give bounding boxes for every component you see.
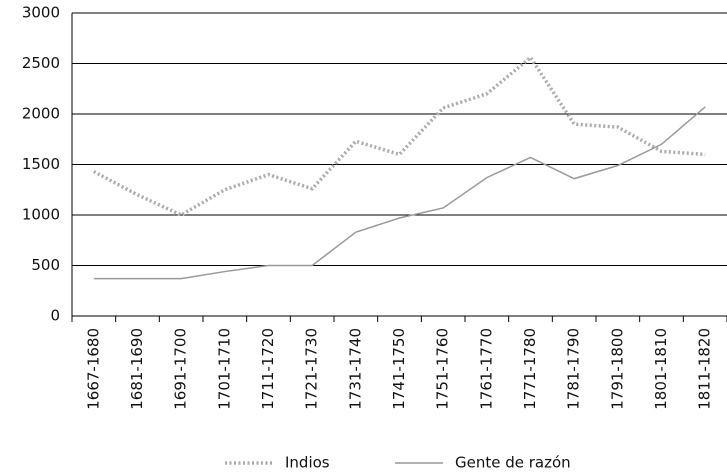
x-tick-label: 1691-1700 (172, 328, 190, 410)
y-tick-label: 1000 (22, 206, 60, 224)
y-tick-label: 1500 (22, 155, 60, 173)
x-tick-label: 1771-1780 (521, 328, 539, 410)
x-tick-label: 1811-1820 (696, 328, 714, 410)
x-tick-label: 1741-1750 (390, 328, 408, 410)
x-tick-label: 1791-1800 (608, 328, 626, 410)
legend-label: Indios (285, 454, 330, 472)
x-tick-label: 1801-1810 (652, 328, 670, 410)
legend-label: Gente de razón (455, 454, 571, 472)
y-tick-label: 2000 (22, 105, 60, 123)
x-tick-label: 1721-1730 (303, 328, 321, 410)
y-tick-label: 3000 (22, 4, 60, 22)
x-tick-label: 1781-1790 (565, 328, 583, 410)
series-line (93, 106, 706, 280)
x-tick-label: 1711-1720 (259, 328, 277, 410)
y-tick-label: 500 (31, 256, 60, 274)
x-tick-label: 1681-1690 (128, 328, 146, 410)
x-tick-label: 1751-1760 (434, 328, 452, 410)
y-tick-label: 2500 (22, 54, 60, 72)
x-tick-label: 1701-1710 (215, 328, 233, 410)
x-tick-label: 1761-1770 (477, 328, 495, 410)
series-line (93, 54, 706, 217)
y-tick-label: 0 (50, 307, 60, 325)
x-tick-label: 1667-1680 (84, 328, 102, 410)
x-tick-label: 1731-1740 (346, 328, 364, 410)
